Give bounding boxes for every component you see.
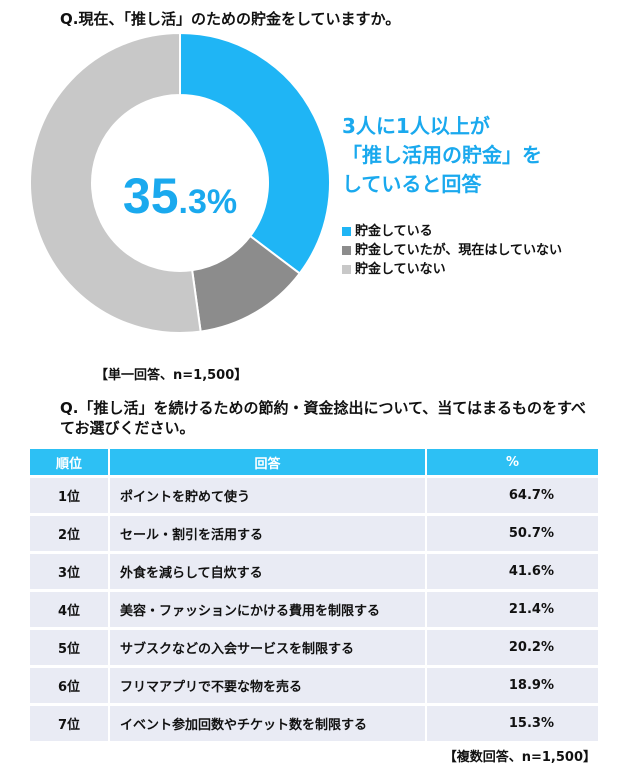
- table-row: 1位 ポイントを貯めて使う 64.7%: [30, 478, 598, 513]
- question-1-title: Q.現在、「推し活」のための貯金をしていますか。: [60, 10, 401, 28]
- row-answer: 美容・ファッションにかける費用を制限する: [108, 592, 425, 627]
- header-percent: %: [425, 449, 598, 475]
- row-rank: 4位: [30, 592, 108, 627]
- table-header-row: 順位 回答 %: [30, 449, 598, 475]
- legend: 貯金している 貯金していたが、現在はしていない 貯金していない: [342, 222, 562, 279]
- row-answer: フリマアプリで不要な物を売る: [108, 668, 425, 703]
- callout-line: 3人に1人以上が: [342, 114, 490, 138]
- header-answer: 回答: [108, 449, 425, 475]
- donut-slice-not-saving: [30, 31, 202, 334]
- donut-slice-saving: [179, 31, 330, 275]
- row-answer: ポイントを貯めて使う: [108, 478, 425, 513]
- row-rank: 3位: [30, 554, 108, 589]
- row-percent: 50.7%: [425, 516, 598, 551]
- question-2-title: Q.「推し活」を続けるための節約・資金捻出について、当てはまるものをすべてお選び…: [60, 399, 586, 437]
- table-row: 2位 セール・割引を活用する 50.7%: [30, 516, 598, 551]
- row-percent: 41.6%: [425, 554, 598, 589]
- legend-label: 貯金している: [355, 224, 433, 239]
- table-row: 5位 サブスクなどの入会サービスを制限する 20.2%: [30, 630, 598, 665]
- callout-text: 3人に1人以上が 「推し活用の貯金」を していると回答: [342, 112, 542, 199]
- row-percent: 21.4%: [425, 592, 598, 627]
- legend-swatch: [342, 265, 351, 274]
- row-percent: 20.2%: [425, 630, 598, 665]
- center-value-main: 35: [123, 168, 179, 224]
- row-rank: 6位: [30, 668, 108, 703]
- q2-sample-note: 【複数回答、n=1,500】: [443, 750, 596, 765]
- header-rank: 順位: [30, 449, 108, 475]
- legend-item-not-saving: 貯金していない: [342, 260, 562, 279]
- table-row: 7位 イベント参加回数やチケット数を制限する 15.3%: [30, 706, 598, 741]
- row-answer: イベント参加回数やチケット数を制限する: [108, 706, 425, 741]
- donut-center-label: 35.3%: [123, 168, 237, 224]
- legend-swatch: [342, 227, 351, 236]
- row-rank: 7位: [30, 706, 108, 741]
- row-rank: 5位: [30, 630, 108, 665]
- table-row: 4位 美容・ファッションにかける費用を制限する 21.4%: [30, 592, 598, 627]
- row-percent: 64.7%: [425, 478, 598, 513]
- row-percent: 15.3%: [425, 706, 598, 741]
- row-answer: セール・割引を活用する: [108, 516, 425, 551]
- center-value-decimal: .3%: [179, 183, 238, 221]
- row-rank: 2位: [30, 516, 108, 551]
- callout-line: 「推し活用の貯金」を: [342, 143, 542, 167]
- ranking-table: 順位 回答 % 1位 ポイントを貯めて使う 64.7% 2位 セール・割引を活用…: [30, 446, 598, 744]
- legend-item-stopped: 貯金していたが、現在はしていない: [342, 241, 562, 260]
- legend-swatch: [342, 246, 351, 255]
- legend-item-saving: 貯金している: [342, 222, 562, 241]
- table-row: 3位 外食を減らして自炊する 41.6%: [30, 554, 598, 589]
- row-percent: 18.9%: [425, 668, 598, 703]
- row-answer: 外食を減らして自炊する: [108, 554, 425, 589]
- callout-line: していると回答: [342, 172, 482, 196]
- table-row: 6位 フリマアプリで不要な物を売る 18.9%: [30, 668, 598, 703]
- q1-sample-note: 【単一回答、n=1,500】: [95, 368, 248, 383]
- legend-label: 貯金していたが、現在はしていない: [355, 243, 562, 258]
- row-answer: サブスクなどの入会サービスを制限する: [108, 630, 425, 665]
- row-rank: 1位: [30, 478, 108, 513]
- donut-chart: 35.3%: [30, 31, 330, 334]
- legend-label: 貯金していない: [355, 262, 446, 277]
